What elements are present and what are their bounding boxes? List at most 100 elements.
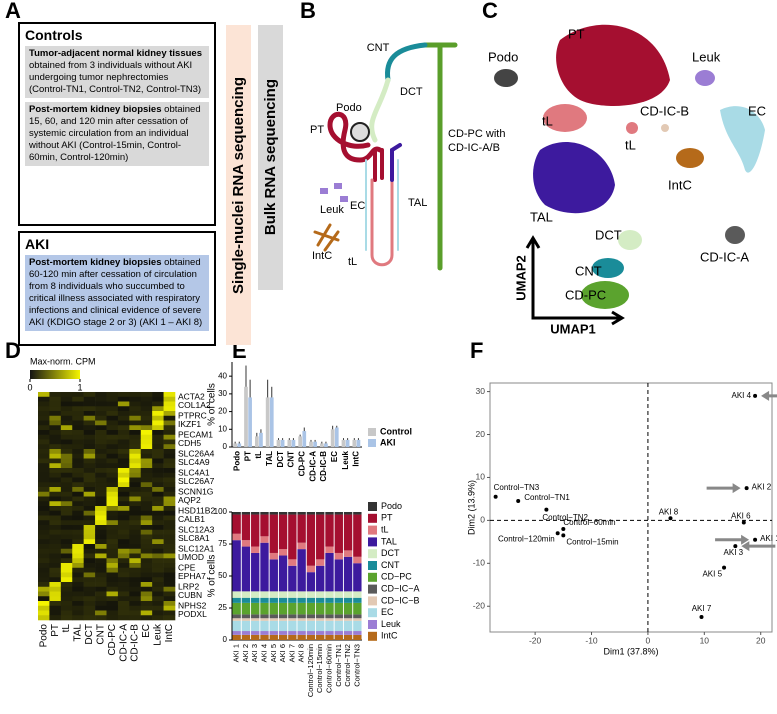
bar-segment: [297, 602, 306, 615]
cluster-label: Leuk: [692, 49, 721, 64]
heatmap-cell: [117, 525, 130, 531]
heatmap-cell: [83, 591, 96, 597]
legend-swatch: [368, 525, 377, 535]
heatmap-cell: [117, 563, 130, 569]
heatmap-cell: [95, 396, 107, 402]
heatmap-cell: [163, 449, 176, 455]
heatmap-cell: [129, 425, 142, 431]
heatmap-cell: [72, 425, 84, 431]
heatmap-cell: [117, 591, 130, 597]
cluster-label: EC: [748, 103, 766, 118]
heatmap-cell: [49, 520, 62, 526]
gene-label: LRP2: [178, 582, 200, 592]
heatmap-cell: [163, 572, 176, 578]
bar-segment: [288, 614, 297, 619]
point: [722, 565, 727, 570]
bar: [269, 397, 274, 447]
x-tick-label: CD-IC-B: [319, 451, 328, 482]
heatmap-cell: [38, 610, 50, 616]
heatmap-cell: [106, 506, 119, 512]
heatmap-cell: [49, 586, 62, 592]
heatmap-cell: [152, 472, 164, 478]
heatmap-cell: [152, 601, 164, 607]
heatmap-cell: [129, 596, 142, 602]
heatmap-cell: [163, 491, 176, 497]
heatmap-cell: [60, 567, 73, 573]
bar-segment: [306, 514, 316, 566]
bar-segment: [343, 618, 353, 621]
bar-segment: [278, 555, 288, 592]
heatmap-cell: [72, 544, 84, 550]
heatmap-cell: [95, 610, 107, 616]
heatmap-cell: [117, 501, 130, 507]
bar-segment: [251, 591, 260, 598]
bar: [313, 441, 317, 447]
heatmap-cell: [106, 487, 119, 493]
method-band: Bulk RNA sequencing: [258, 25, 283, 290]
heatmap-cell: [163, 586, 176, 592]
bar-segment: [297, 542, 306, 550]
bar-segment: [325, 591, 334, 598]
heatmap-cell: [83, 596, 96, 602]
heatmap-cell: [117, 472, 130, 478]
heatmap-cell: [163, 415, 176, 421]
heatmap-cell: [106, 548, 119, 554]
heatmap-cell: [49, 487, 62, 493]
legend-label: AKI: [380, 437, 396, 447]
heatmap-cell: [60, 420, 73, 426]
heatmap-cell: [83, 534, 96, 540]
heatmap-cell: [140, 468, 153, 474]
info-heading: Post-mortem kidney biopsies: [29, 104, 162, 115]
bar-segment: [334, 620, 343, 632]
point-label: Control−60min: [563, 518, 615, 527]
bar: [352, 439, 357, 447]
heatmap-cell: [49, 449, 62, 455]
bar-segment: [269, 634, 278, 640]
method-label: Bulk RNA sequencing: [262, 79, 279, 236]
heatmap-cell: [129, 439, 142, 445]
legend-label: Leuk: [381, 619, 401, 629]
x-tick-label: CD-PC: [298, 451, 307, 477]
legend-swatch: [368, 439, 376, 447]
heatmap-cell: [49, 525, 62, 531]
heatmap-cell: [72, 615, 84, 621]
heatmap-cell: [38, 406, 50, 412]
bar-segment: [297, 614, 306, 619]
heatmap-cell: [129, 401, 142, 407]
heatmap-cell: [129, 411, 142, 417]
heatmap-cell: [83, 439, 96, 445]
point: [733, 544, 738, 549]
y-tick-label: 30: [476, 386, 486, 396]
column-label: DCT: [84, 624, 95, 645]
heatmap-cell: [49, 439, 62, 445]
bar-segment: [325, 620, 334, 632]
heatmap-cell: [140, 558, 153, 564]
heatmap-cell: [152, 491, 164, 497]
bar-segment: [334, 618, 343, 621]
aki-box: AKI Post-mortem kidney biopsies obtained…: [18, 231, 216, 346]
heatmap-cell: [106, 477, 119, 483]
heatmap-cell: [152, 496, 164, 502]
heatmap-cell: [152, 463, 164, 469]
heatmap-cell: [83, 406, 96, 412]
heatmap-cell: [163, 434, 176, 440]
heatmap-cell: [95, 558, 107, 564]
heatmap-cell: [163, 411, 176, 417]
heatmap-cell: [72, 515, 84, 521]
bar-segment: [269, 631, 278, 635]
heatmap-cell: [117, 534, 130, 540]
gene-label: ACTA2: [178, 392, 205, 402]
diagram-label: CNT: [367, 42, 390, 54]
heatmap-cell: [117, 434, 130, 440]
heatmap-cell: [95, 510, 107, 516]
heatmap-cell: [163, 596, 176, 602]
bar-segment: [353, 618, 362, 621]
heatmap-cell: [72, 477, 84, 483]
bar-segment: [288, 620, 297, 632]
heatmap-cell: [163, 601, 176, 607]
heatmap-cell: [83, 392, 96, 398]
heatmap-cell: [60, 487, 73, 493]
heatmap-cell: [152, 615, 164, 621]
x-tick-label: -20: [529, 635, 542, 645]
heatmap-cell: [95, 563, 107, 569]
